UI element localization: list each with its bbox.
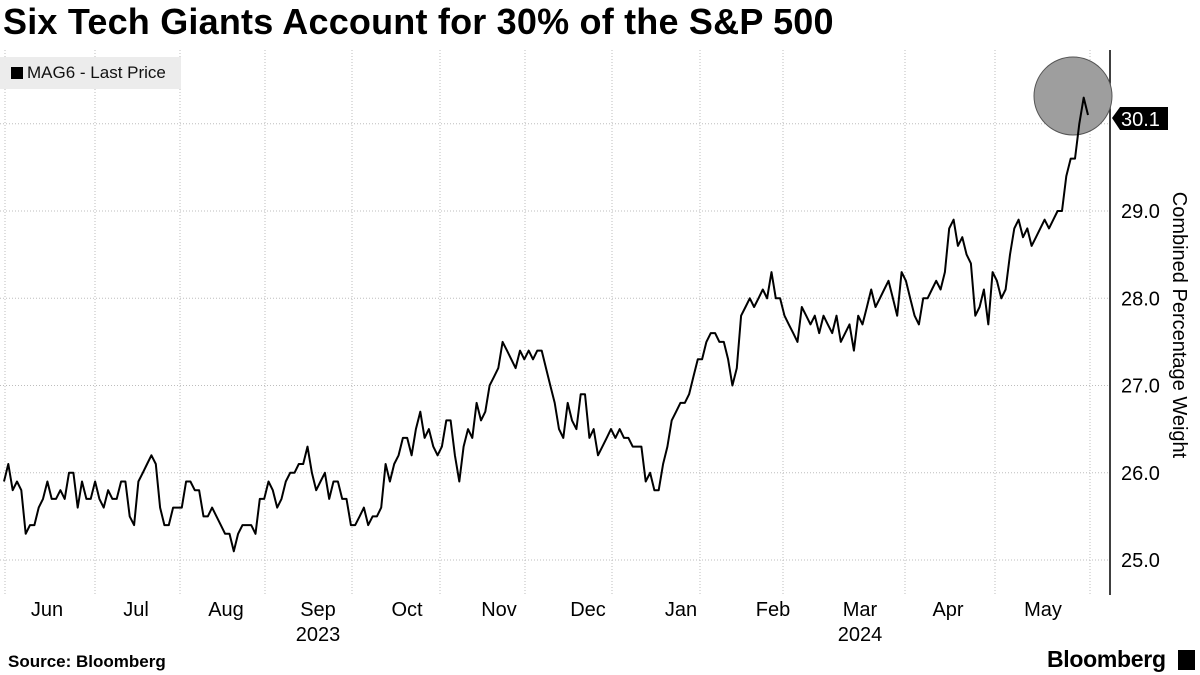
month-tick-marks [4,50,1091,595]
source-note: Source: Bloomberg [8,652,166,671]
legend-swatch [11,67,23,79]
series-line [3,96,1089,553]
x-tick-label-mar: Mar [843,599,878,621]
bloomberg-logo: Bloomberg [1047,646,1166,672]
y-tick-label-0: 25.0 [1121,550,1160,572]
x-tick-label-oct: Oct [391,599,423,621]
legend: MAG6 - Last Price [0,57,181,89]
y-tick-label-1: 26.0 [1121,463,1160,485]
bloomberg-logo-icon [1178,650,1195,670]
x-tick-label-apr: Apr [932,599,963,621]
x-tick-label-aug: Aug [208,599,244,621]
x-tick-labels: Jun Jul Aug Sep Oct Nov Dec Jan Feb Mar Apr May 2023… [31,599,1062,646]
x-tick-label-jan: Jan [665,599,697,621]
x-tick-label-sep: Sep [300,599,336,621]
year-label-2023: 2023 [296,624,341,646]
y-tick-labels: 25.0 26.0 27.0 28.0 29.0 [1121,201,1160,572]
x-tick-label-dec: Dec [570,599,606,621]
x-tick-label-may: May [1024,599,1062,621]
x-tick-label-nov: Nov [481,599,517,621]
legend-label: MAG6 - Last Price [27,63,166,82]
x-tick-label-jul: Jul [123,599,149,621]
x-tick-label-jun: Jun [31,599,63,621]
y-tick-label-3: 28.0 [1121,288,1160,310]
grid-lines [0,123,1110,561]
last-value-tag: 30.1 [1112,107,1168,131]
last-value-tag-bg [1112,107,1168,130]
x-tick-label-feb: Feb [756,599,790,621]
last-value-label: 30.1 [1121,109,1160,131]
y-tick-label-4: 29.0 [1121,201,1160,223]
year-label-2024: 2024 [838,624,883,646]
chart-title: Six Tech Giants Account for 30% of the S… [3,1,834,42]
highlight-circle [1033,56,1113,136]
y-tick-label-2: 27.0 [1121,376,1160,398]
y-axis-title: Combined Percentage Weight [1168,192,1190,459]
